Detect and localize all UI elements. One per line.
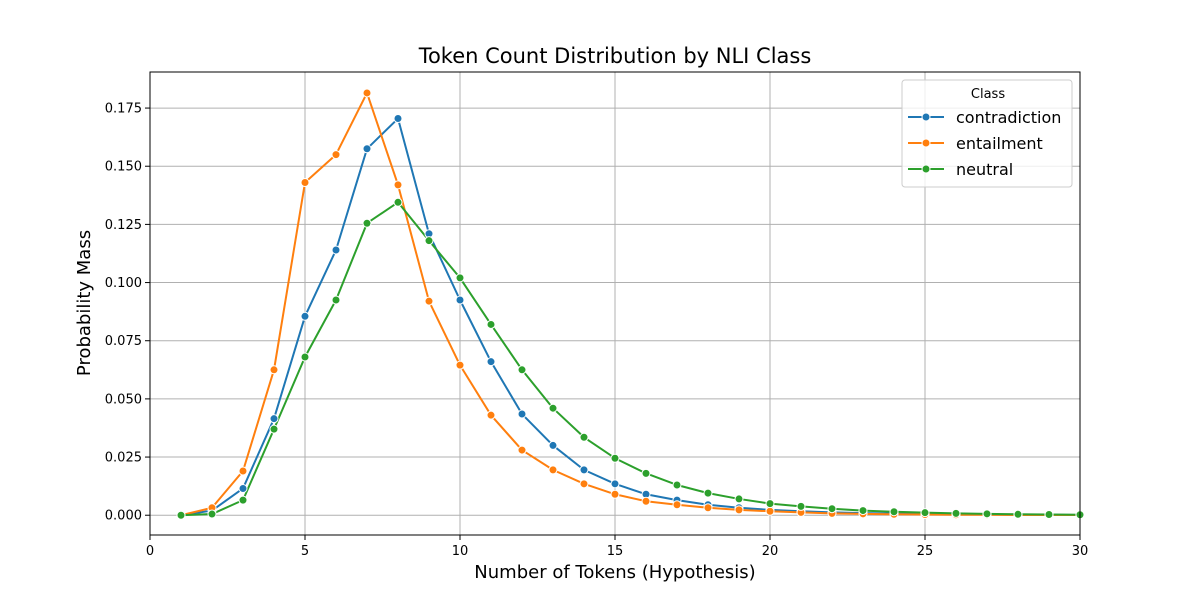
- data-point-neutral: [610, 453, 620, 463]
- series-lines: [180, 91, 1081, 517]
- series-line-neutral: [180, 201, 1081, 517]
- data-point-contradiction: [579, 465, 589, 475]
- data-point-neutral: [486, 319, 496, 329]
- data-point-neutral: [920, 508, 930, 518]
- y-tick-label: 0.050: [105, 392, 142, 407]
- data-point-entailment: [765, 506, 775, 516]
- data-point-neutral: [548, 403, 558, 413]
- data-point-neutral: [1013, 509, 1023, 519]
- data-point-neutral: [269, 424, 279, 434]
- data-point-contradiction: [300, 311, 310, 321]
- series-line-entailment: [180, 91, 1080, 517]
- data-point-entailment: [734, 505, 744, 515]
- data-point-neutral: [300, 352, 310, 362]
- x-tick-label: 15: [607, 544, 624, 559]
- data-point-entailment: [269, 365, 279, 375]
- data-point-neutral: [765, 499, 775, 509]
- data-point-neutral: [641, 468, 651, 478]
- x-tick-label: 0: [146, 544, 154, 559]
- data-point-neutral: [393, 197, 403, 207]
- data-point-neutral: [455, 273, 465, 283]
- legend-item-contradiction: contradiction: [908, 108, 1061, 127]
- data-point-entailment: [486, 410, 496, 420]
- data-point-contradiction: [393, 114, 403, 124]
- data-point-contradiction: [238, 483, 248, 493]
- data-point-entailment: [393, 180, 403, 190]
- data-point-entailment: [238, 466, 248, 476]
- data-point-entailment: [300, 178, 310, 188]
- legend-item-neutral: neutral: [908, 160, 1013, 179]
- data-point-contradiction: [517, 409, 527, 419]
- legend-marker-contradiction: [921, 112, 931, 122]
- data-point-neutral: [176, 510, 186, 520]
- legend-label: neutral: [956, 160, 1013, 179]
- data-point-neutral: [734, 494, 744, 504]
- y-axis-label: Probability Mass: [74, 230, 95, 376]
- data-point-neutral: [579, 432, 589, 442]
- data-point-neutral: [703, 488, 713, 498]
- data-point-entailment: [331, 150, 341, 160]
- data-point-neutral: [362, 218, 372, 228]
- x-tick-label: 25: [917, 544, 934, 559]
- data-point-neutral: [1044, 510, 1054, 520]
- data-point-entailment: [703, 503, 713, 513]
- data-point-entailment: [610, 489, 620, 499]
- data-point-entailment: [362, 88, 372, 98]
- data-point-neutral: [672, 480, 682, 490]
- legend-title: Class: [971, 87, 1005, 102]
- series-points: [176, 88, 1085, 520]
- x-axis-label: Number of Tokens (Hypothesis): [474, 562, 755, 583]
- chart-title: Token Count Distribution by NLI Class: [418, 44, 812, 68]
- legend-marker-neutral: [921, 164, 931, 174]
- data-point-contradiction: [486, 357, 496, 367]
- data-point-neutral: [982, 509, 992, 519]
- y-tick-label: 0.025: [105, 451, 142, 466]
- legend-box: [901, 79, 1073, 188]
- data-point-neutral: [858, 506, 868, 516]
- legend-items: contradiction entailment neutral: [908, 108, 1061, 179]
- x-tick-label: 10: [452, 544, 469, 559]
- data-point-entailment: [672, 500, 682, 510]
- data-point-neutral: [331, 295, 341, 305]
- y-tick-label: 0.175: [105, 102, 142, 117]
- y-tick-label: 0.000: [105, 509, 142, 524]
- data-point-neutral: [796, 501, 806, 511]
- data-point-neutral: [889, 507, 899, 517]
- x-tick-label: 5: [301, 544, 309, 559]
- data-point-neutral: [827, 504, 837, 514]
- data-point-entailment: [517, 445, 527, 455]
- data-point-neutral: [238, 495, 248, 505]
- y-tick-label: 0.075: [105, 334, 142, 349]
- legend-marker-entailment: [921, 138, 931, 148]
- plot-frame: [149, 71, 1081, 536]
- data-point-contradiction: [455, 295, 465, 305]
- data-point-entailment: [455, 360, 465, 370]
- data-point-contradiction: [548, 440, 558, 450]
- data-point-contradiction: [269, 414, 279, 424]
- legend-label: contradiction: [956, 108, 1061, 127]
- data-point-neutral: [951, 508, 961, 518]
- y-tick-label: 0.100: [105, 276, 142, 291]
- data-point-contradiction: [610, 479, 620, 489]
- data-point-neutral: [424, 236, 434, 246]
- x-tick-label: 30: [1072, 544, 1089, 559]
- x-tick-label: 20: [762, 544, 779, 559]
- data-point-contradiction: [331, 245, 341, 255]
- legend: Class contradiction entailment neutral: [901, 79, 1073, 188]
- legend-item-entailment: entailment: [908, 134, 1043, 153]
- data-point-entailment: [579, 479, 589, 489]
- axes: 0 5 10 15 20 25 30 0.000 0.025 0.050 0.075 0.100 0.1…: [105, 71, 1089, 559]
- data-point-neutral: [207, 509, 217, 519]
- data-point-neutral: [517, 365, 527, 375]
- data-point-entailment: [641, 496, 651, 506]
- data-point-entailment: [424, 296, 434, 306]
- legend-label: entailment: [956, 134, 1043, 153]
- data-point-contradiction: [362, 144, 372, 154]
- data-point-entailment: [548, 465, 558, 475]
- y-tick-label: 0.125: [105, 218, 142, 233]
- y-tick-label: 0.150: [105, 160, 142, 175]
